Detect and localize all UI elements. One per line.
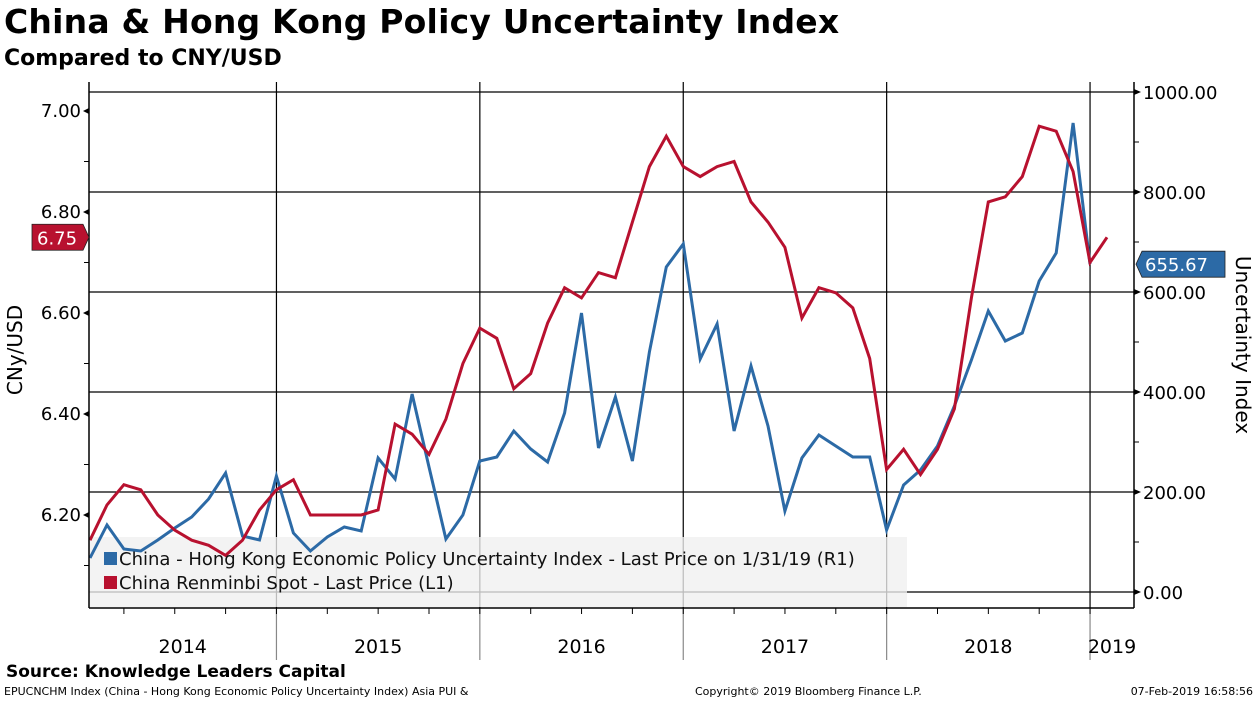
left-axis-title: CNy/USD — [3, 305, 27, 395]
left-tick-label: 6.60 — [41, 303, 81, 324]
year-label: 2016 — [557, 636, 605, 658]
uncertainty-last-value-badge — [1135, 250, 1226, 278]
renminbi-last-value-badge — [31, 223, 90, 251]
right-tick — [1134, 289, 1141, 295]
chart-title: China & Hong Kong Policy Uncertainty Ind… — [4, 2, 840, 41]
legend-label: China - Hong Kong Economic Policy Uncert… — [119, 549, 855, 570]
legend-background — [89, 537, 907, 607]
right-tick-label: 400.00 — [1143, 383, 1206, 404]
left-tick — [83, 310, 89, 316]
uncertainty-index-line — [88, 122, 1092, 559]
right-axis-title: Uncertainty Index — [1231, 256, 1255, 434]
year-label: 2015 — [354, 636, 402, 658]
year-label: 2017 — [761, 636, 809, 658]
right-tick — [1134, 389, 1141, 395]
right-tick-label: 1000.00 — [1143, 83, 1217, 104]
left-tick — [83, 108, 89, 114]
left-tick — [83, 209, 89, 215]
renminbi-spot-line — [88, 124, 1109, 558]
right-tick — [1134, 89, 1141, 95]
right-tick-label: 800.00 — [1143, 183, 1206, 204]
uncertainty-last-value: 655.67 — [1145, 255, 1208, 276]
source-note: Source: Knowledge Leaders Capital — [6, 662, 346, 682]
year-label: 2018 — [964, 636, 1012, 658]
right-tick-label: 0.00 — [1143, 583, 1183, 604]
right-tick — [1134, 489, 1141, 495]
copyright-note: Copyright© 2019 Bloomberg Finance L.P. — [695, 685, 922, 698]
left-tick-label: 6.80 — [41, 202, 81, 223]
series-layer — [88, 122, 1109, 559]
right-tick — [1134, 189, 1141, 195]
legend-swatch — [104, 552, 117, 565]
legend: China - Hong Kong Economic Policy Uncert… — [104, 549, 855, 594]
left-tick-label: 6.20 — [41, 505, 81, 526]
left-tick — [83, 411, 89, 417]
year-label: 2014 — [159, 636, 207, 658]
ticker-note: EPUCNCHM Index (China - Hong Kong Econom… — [4, 685, 469, 698]
left-tick-label: 7.00 — [41, 101, 81, 122]
left-tick — [83, 512, 89, 518]
chart-subtitle: Compared to CNY/USD — [4, 46, 282, 71]
left-tick-label: 6.40 — [41, 404, 81, 425]
legend-label: China Renminbi Spot - Last Price (L1) — [119, 573, 454, 594]
right-tick-label: 600.00 — [1143, 283, 1206, 304]
right-tick-label: 200.00 — [1143, 483, 1206, 504]
right-tick — [1134, 589, 1141, 595]
legend-box — [89, 537, 907, 607]
axes: 7.00 6.80 6.60 6.40 6.20 1000.00 800.00 600.00 4… — [31, 82, 1226, 658]
year-label: 2019 — [1088, 636, 1136, 658]
renminbi-last-value: 6.75 — [37, 228, 77, 249]
timestamp: 07-Feb-2019 16:58:56 — [1130, 685, 1253, 698]
legend-swatch — [104, 576, 117, 589]
